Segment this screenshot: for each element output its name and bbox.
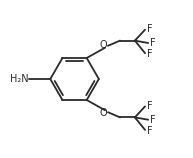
Text: F: F (147, 126, 152, 136)
Text: H₂N: H₂N (10, 74, 28, 84)
Text: F: F (147, 49, 152, 59)
Text: F: F (147, 101, 152, 111)
Text: F: F (150, 38, 155, 48)
Text: O: O (100, 108, 107, 118)
Text: F: F (147, 24, 152, 34)
Text: O: O (100, 40, 107, 50)
Text: F: F (150, 115, 155, 125)
